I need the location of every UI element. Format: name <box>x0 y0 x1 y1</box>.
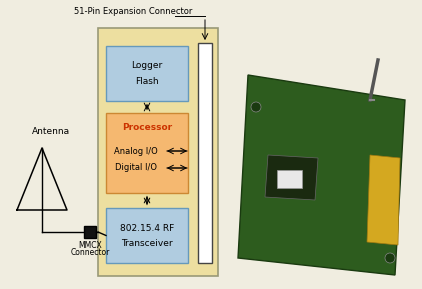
Text: Flash: Flash <box>135 77 159 86</box>
Text: 802.15.4 RF: 802.15.4 RF <box>120 224 174 234</box>
Text: Logger: Logger <box>131 61 162 70</box>
Bar <box>106 46 188 101</box>
Text: Transceiver: Transceiver <box>121 239 173 248</box>
Text: Antenna: Antenna <box>32 127 70 136</box>
Bar <box>232 55 414 270</box>
Bar <box>98 28 218 276</box>
Circle shape <box>385 253 395 263</box>
Text: Processor: Processor <box>122 123 172 131</box>
Bar <box>198 43 212 263</box>
Polygon shape <box>238 75 405 275</box>
Bar <box>106 113 188 193</box>
Polygon shape <box>367 155 400 245</box>
Circle shape <box>251 102 261 112</box>
Text: Connector: Connector <box>70 248 110 257</box>
Text: 51-Pin Expansion Connector: 51-Pin Expansion Connector <box>74 7 192 16</box>
Text: MMCX: MMCX <box>78 241 102 250</box>
Text: Analog I/O: Analog I/O <box>114 147 158 155</box>
Bar <box>84 226 96 238</box>
Polygon shape <box>265 155 318 200</box>
Bar <box>277 170 302 188</box>
Text: Digital I/O: Digital I/O <box>115 164 157 173</box>
Bar <box>106 208 188 263</box>
